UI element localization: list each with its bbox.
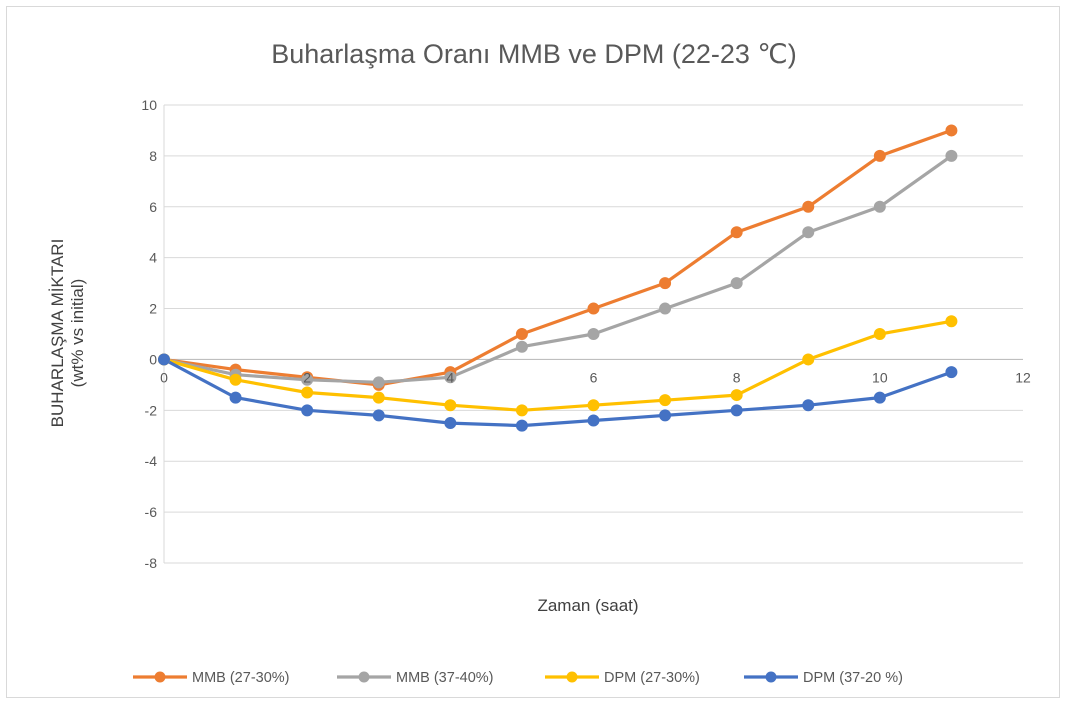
- data-point-s3: [229, 373, 242, 386]
- y-tick-label: -2: [145, 402, 158, 418]
- chart-frame: [6, 6, 1060, 698]
- data-point-s3: [372, 391, 385, 404]
- legend-marker-2: [358, 671, 370, 683]
- data-point-s4: [802, 399, 815, 412]
- legend-label-3: DPM (27-30%): [604, 670, 700, 686]
- legend-label-1: MMB (27-30%): [192, 670, 290, 686]
- x-tick-label: 8: [733, 369, 741, 385]
- y-tick-label: 6: [149, 199, 157, 215]
- y-axis-title: BUHARLAŞMA MİKTARI: [48, 239, 67, 428]
- legend-marker-3: [566, 671, 578, 683]
- data-point-s3: [301, 386, 314, 399]
- y-axis-ticks: -8 -6 -4 -2 0 2 4 6 8 10: [141, 97, 157, 571]
- x-tick-label: 0: [160, 369, 168, 385]
- data-point-s4: [372, 409, 385, 422]
- y-tick-label: -4: [145, 453, 158, 469]
- legend: MMB (27-30%) MMB (37-40%) DPM (27-30%) DPM …: [133, 670, 903, 686]
- data-point-s2: [515, 340, 528, 353]
- data-point-s3: [730, 389, 743, 402]
- data-point-s4: [945, 366, 958, 379]
- x-tick-label: 2: [303, 369, 311, 385]
- data-point-s2: [444, 371, 457, 384]
- legend-marker-4: [765, 671, 777, 683]
- x-tick-label: 10: [872, 369, 888, 385]
- data-point-s4: [659, 409, 672, 422]
- data-point-s3: [802, 353, 815, 366]
- x-tick-label: 12: [1015, 369, 1031, 385]
- data-point-s1: [659, 277, 672, 290]
- data-point-s4: [158, 353, 170, 366]
- x-tick-label: 6: [590, 369, 598, 385]
- legend-marker-1: [154, 671, 166, 683]
- y-axis-subtitle: (wt% vs initial): [68, 279, 87, 388]
- data-point-s4: [515, 419, 528, 432]
- data-point-s2: [730, 277, 743, 290]
- data-point-s1: [873, 149, 886, 162]
- data-point-s2: [873, 200, 886, 213]
- series-line-4: [162, 357, 953, 428]
- data-point-s3: [587, 399, 600, 412]
- data-point-s2: [587, 328, 600, 340]
- data-point-s3: [873, 328, 886, 340]
- series-line-2: [162, 154, 953, 384]
- data-point-s4: [301, 404, 314, 417]
- series-points: [158, 124, 958, 432]
- legend-label-2: MMB (37-40%): [396, 670, 494, 686]
- data-point-s1: [515, 328, 528, 340]
- data-point-s2: [945, 149, 958, 162]
- x-axis-title: Zaman (saat): [537, 596, 638, 615]
- data-point-s1: [587, 302, 600, 315]
- data-point-s2: [802, 226, 815, 239]
- series-line-3: [162, 319, 953, 412]
- y-tick-label: 4: [149, 250, 157, 266]
- legend-label-4: DPM (37-20 %): [803, 670, 903, 686]
- data-point-s3: [945, 315, 958, 328]
- data-point-s4: [229, 391, 242, 404]
- y-tick-label: -6: [145, 504, 158, 520]
- y-tick-label: 8: [149, 148, 157, 164]
- x-axis-ticks: 0 2 4 6 8 10 12: [160, 369, 1031, 385]
- y-tick-label: 10: [141, 97, 157, 113]
- x-tick-label: 4: [446, 369, 454, 385]
- data-point-s4: [587, 414, 600, 427]
- y-axis-title-group: BUHARLAŞMA MİKTARI (wt% vs initial): [48, 239, 87, 428]
- chart-title: Buharlaşma Oranı MMB ve DPM (22-23 ℃): [271, 39, 796, 69]
- y-tick-label: 2: [149, 301, 157, 317]
- data-point-s4: [444, 417, 457, 430]
- data-point-s2: [659, 302, 672, 315]
- series-lines: [162, 128, 953, 428]
- data-point-s3: [515, 404, 528, 417]
- data-point-s1: [802, 200, 815, 213]
- data-point-s3: [444, 399, 457, 412]
- data-point-s1: [945, 124, 958, 137]
- data-point-s1: [730, 226, 743, 239]
- series-line-1: [162, 128, 953, 387]
- data-point-s4: [873, 391, 886, 404]
- data-point-s2: [301, 373, 314, 386]
- y-tick-label: -8: [145, 555, 158, 571]
- data-point-s2: [372, 376, 385, 389]
- y-tick-label: 0: [149, 351, 157, 367]
- data-point-s3: [659, 394, 672, 407]
- data-point-s4: [730, 404, 743, 417]
